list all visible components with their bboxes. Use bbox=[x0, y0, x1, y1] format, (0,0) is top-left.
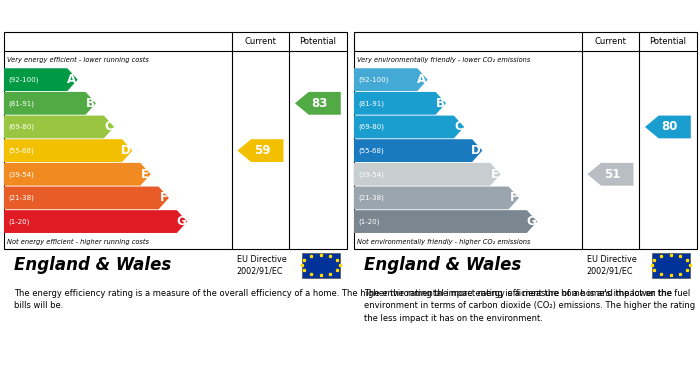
Polygon shape bbox=[645, 116, 691, 138]
Text: D: D bbox=[121, 144, 131, 157]
Text: Very energy efficient - lower running costs: Very energy efficient - lower running co… bbox=[7, 57, 149, 63]
Polygon shape bbox=[354, 68, 428, 91]
Text: (39-54): (39-54) bbox=[8, 171, 34, 178]
Polygon shape bbox=[4, 92, 96, 115]
Text: C: C bbox=[104, 120, 113, 133]
Text: A: A bbox=[67, 73, 76, 86]
Text: Energy Efficiency Rating: Energy Efficiency Rating bbox=[12, 13, 174, 26]
Text: D: D bbox=[471, 144, 481, 157]
Text: 83: 83 bbox=[312, 97, 328, 110]
Polygon shape bbox=[4, 187, 169, 209]
Polygon shape bbox=[354, 116, 464, 138]
Text: Not environmentally friendly - higher CO₂ emissions: Not environmentally friendly - higher CO… bbox=[357, 239, 531, 245]
Text: EU Directive
2002/91/EC: EU Directive 2002/91/EC bbox=[237, 255, 286, 275]
Text: (21-38): (21-38) bbox=[8, 195, 34, 201]
Text: G: G bbox=[526, 215, 536, 228]
Text: G: G bbox=[176, 215, 186, 228]
Polygon shape bbox=[4, 116, 114, 138]
Text: The environmental impact rating is a measure of a home's impact on the environme: The environmental impact rating is a mea… bbox=[364, 289, 695, 323]
Polygon shape bbox=[4, 68, 78, 91]
Text: Potential: Potential bbox=[300, 37, 337, 46]
Text: Not energy efficient - higher running costs: Not energy efficient - higher running co… bbox=[7, 239, 149, 245]
Text: F: F bbox=[510, 192, 517, 204]
Text: Potential: Potential bbox=[650, 37, 687, 46]
Text: 51: 51 bbox=[604, 168, 620, 181]
Text: E: E bbox=[141, 168, 149, 181]
Polygon shape bbox=[4, 139, 132, 162]
Polygon shape bbox=[354, 163, 500, 186]
Text: B: B bbox=[435, 97, 444, 110]
Text: (1-20): (1-20) bbox=[358, 218, 380, 225]
Text: Current: Current bbox=[244, 37, 276, 46]
Text: The energy efficiency rating is a measure of the overall efficiency of a home. T: The energy efficiency rating is a measur… bbox=[14, 289, 690, 310]
Polygon shape bbox=[354, 92, 446, 115]
Text: E: E bbox=[491, 168, 499, 181]
Text: A: A bbox=[417, 73, 426, 86]
Polygon shape bbox=[295, 92, 341, 115]
Text: (39-54): (39-54) bbox=[358, 171, 384, 178]
Text: 80: 80 bbox=[662, 120, 678, 133]
Text: (81-91): (81-91) bbox=[358, 100, 384, 107]
FancyBboxPatch shape bbox=[652, 253, 690, 278]
Text: (92-100): (92-100) bbox=[8, 76, 39, 83]
Text: Current: Current bbox=[594, 37, 626, 46]
Text: (81-91): (81-91) bbox=[8, 100, 34, 107]
Text: B: B bbox=[85, 97, 94, 110]
Text: (55-68): (55-68) bbox=[358, 147, 384, 154]
Text: F: F bbox=[160, 192, 167, 204]
Text: England & Wales: England & Wales bbox=[14, 256, 171, 274]
Text: (92-100): (92-100) bbox=[358, 76, 389, 83]
Text: (69-80): (69-80) bbox=[8, 124, 34, 130]
Polygon shape bbox=[4, 163, 150, 186]
Polygon shape bbox=[354, 139, 482, 162]
Text: England & Wales: England & Wales bbox=[364, 256, 521, 274]
Polygon shape bbox=[237, 139, 284, 162]
Text: (21-38): (21-38) bbox=[358, 195, 384, 201]
Polygon shape bbox=[587, 163, 634, 186]
Text: 59: 59 bbox=[254, 144, 270, 157]
Text: (1-20): (1-20) bbox=[8, 218, 30, 225]
Text: EU Directive
2002/91/EC: EU Directive 2002/91/EC bbox=[587, 255, 636, 275]
Text: Environmental Impact (CO₂) Rating: Environmental Impact (CO₂) Rating bbox=[362, 13, 594, 26]
Polygon shape bbox=[354, 210, 537, 233]
Text: (55-68): (55-68) bbox=[8, 147, 34, 154]
Text: (69-80): (69-80) bbox=[358, 124, 384, 130]
FancyBboxPatch shape bbox=[302, 253, 340, 278]
Polygon shape bbox=[354, 187, 519, 209]
Polygon shape bbox=[4, 210, 187, 233]
Text: Very environmentally friendly - lower CO₂ emissions: Very environmentally friendly - lower CO… bbox=[357, 57, 531, 63]
Text: C: C bbox=[454, 120, 463, 133]
